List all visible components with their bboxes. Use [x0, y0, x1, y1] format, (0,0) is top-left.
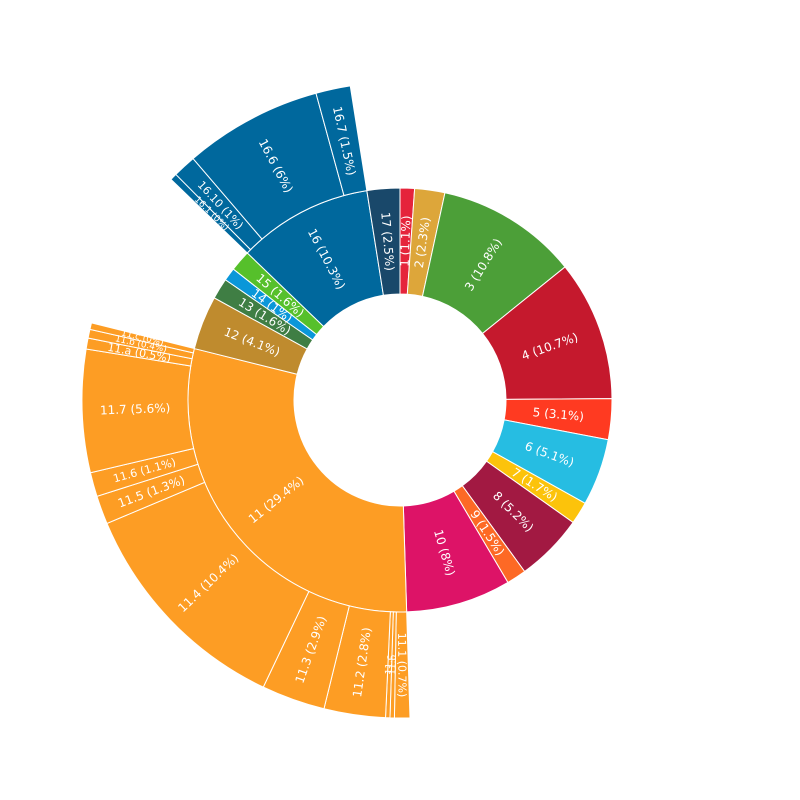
label-target-11-7-5-6-8: 11.7 (5.6%)	[100, 401, 171, 417]
label-sdg-17: 17 (2.5%)	[378, 212, 397, 272]
segment-target-16-7-1-5-3[interactable]	[315, 85, 368, 197]
label-target-11-1-0-7-0: 11.1 (0.7%)	[395, 633, 408, 698]
label-sdg-5: 5 (3.1%)	[532, 405, 584, 424]
label-target-11-c-2: 11.c	[384, 655, 395, 675]
label-target-11-b-1: 11.b	[388, 655, 398, 676]
segment-target-11-c-0-11[interactable]	[89, 322, 195, 354]
inner-ring	[187, 187, 613, 613]
outer-ring	[81, 85, 411, 719]
label-sdg-1: 1 (1.1%)	[398, 215, 414, 267]
segment-sdg-17[interactable]	[366, 187, 401, 296]
